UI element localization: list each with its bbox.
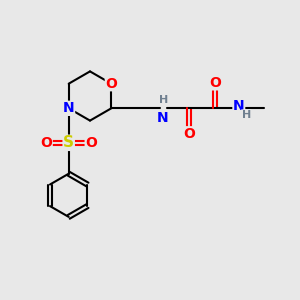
Text: O: O xyxy=(85,136,97,150)
Text: N: N xyxy=(157,111,168,125)
Text: N: N xyxy=(233,99,244,113)
Text: O: O xyxy=(209,76,221,90)
Text: O: O xyxy=(105,77,117,91)
Text: S: S xyxy=(63,135,74,150)
Text: O: O xyxy=(40,136,52,150)
Text: N: N xyxy=(63,101,74,115)
Text: O: O xyxy=(183,127,195,141)
Text: H: H xyxy=(242,110,251,120)
Text: H: H xyxy=(159,95,168,105)
